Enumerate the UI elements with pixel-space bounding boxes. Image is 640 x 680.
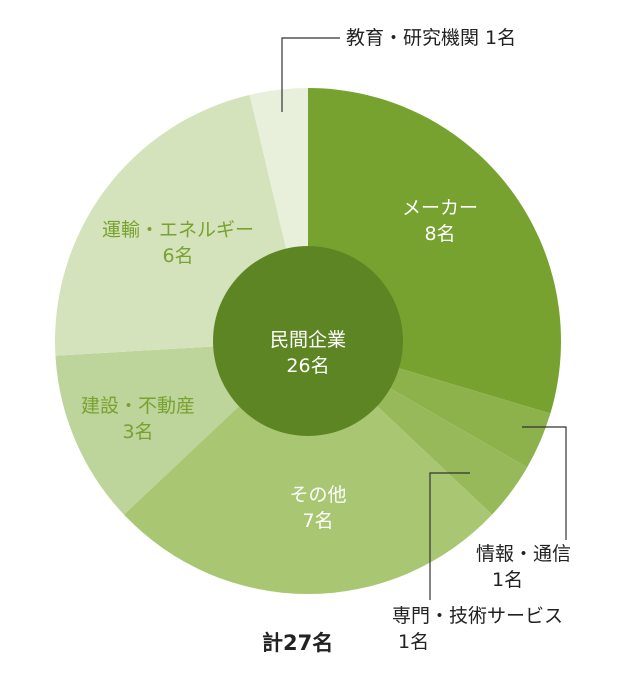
data-label-category-1: 情報・通信: [476, 543, 571, 565]
data-label-category-2: 専門・技術サービス: [392, 605, 563, 627]
data-label-6: 教育・研究機関 1名: [346, 27, 516, 49]
data-label-value-4: 3名: [122, 421, 153, 443]
leader-line-6: [281, 37, 340, 112]
leader-line-2: [429, 472, 470, 600]
data-label-category-0: メーカー: [402, 197, 478, 219]
data-label-category-5: 運輸・エネルギー: [102, 219, 254, 241]
center-label: 民間企業: [270, 329, 346, 351]
data-label-category-3: その他: [289, 484, 346, 506]
pie-slice-3: [123, 341, 493, 595]
data-label-value-1: 1名: [492, 569, 523, 591]
total-label: 計27名: [262, 631, 333, 655]
data-label-value-5: 6名: [162, 245, 193, 267]
data-label-value-0: 8名: [424, 223, 455, 245]
data-label-value-2: 1名: [398, 631, 429, 653]
data-label-value-3: 7名: [302, 510, 333, 532]
leader-line-1: [522, 426, 567, 540]
data-label-category-4: 建設・不動産: [81, 395, 195, 417]
center-circle: [213, 246, 403, 436]
center-value: 26名: [286, 355, 329, 377]
